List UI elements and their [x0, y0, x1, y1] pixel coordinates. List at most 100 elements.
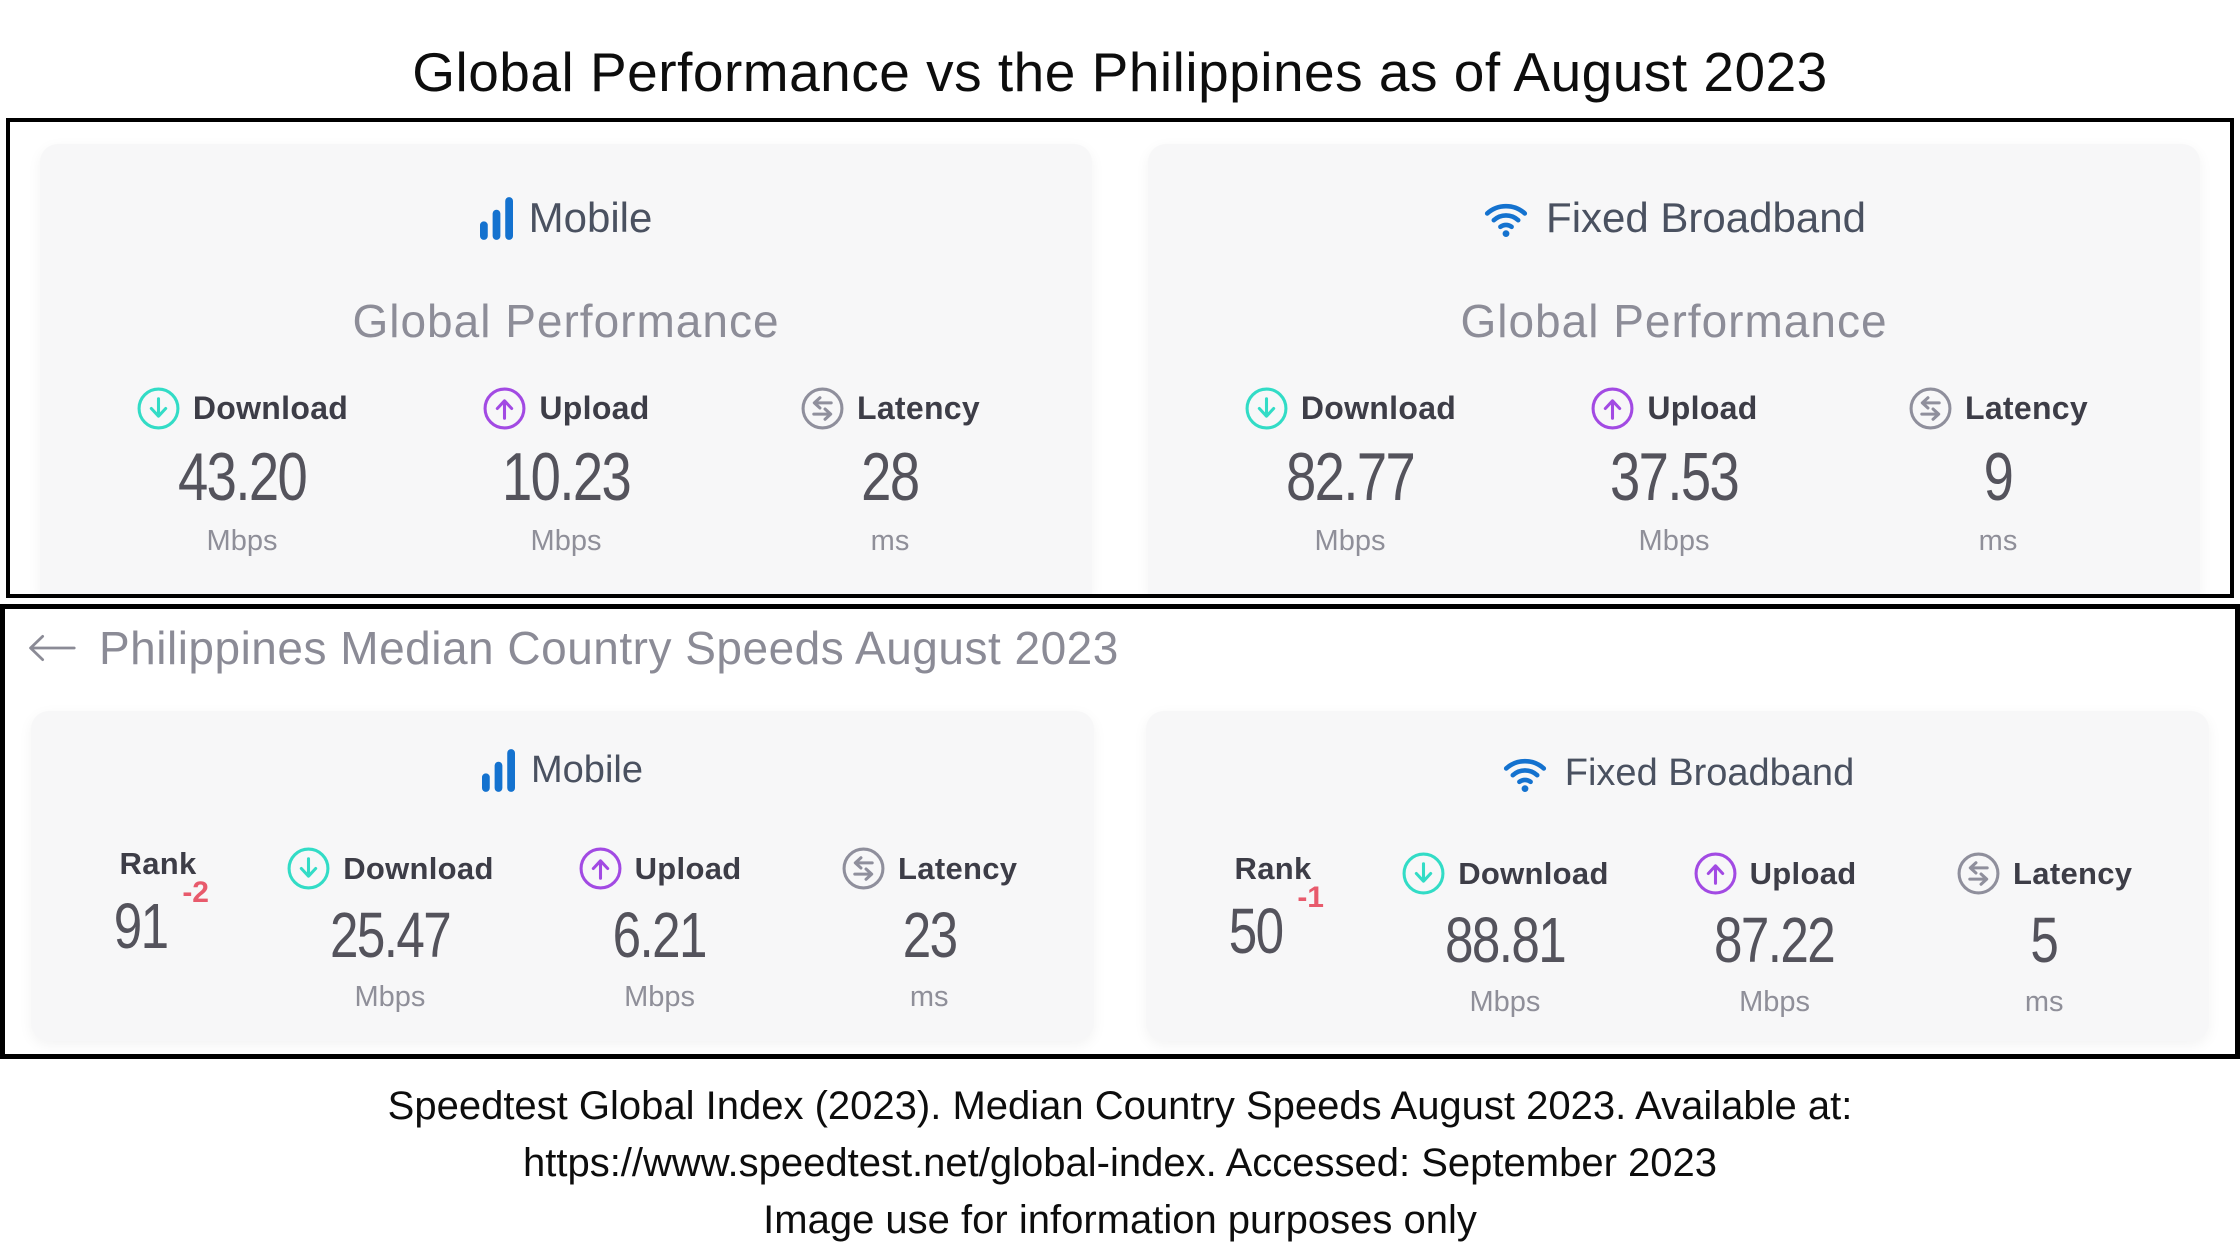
philippines-panel: Philippines Median Country Speeds August… — [0, 604, 2240, 1059]
upload-icon — [578, 846, 623, 891]
metric-value: 87.22 — [1714, 904, 1837, 976]
rank-change-badge: -2 — [182, 876, 209, 909]
download-icon — [1244, 386, 1289, 431]
metric-unit: Mbps — [206, 525, 278, 557]
metric-value: 28 — [861, 439, 920, 515]
rank-label: Rank — [119, 846, 197, 881]
metric-download: Download 88.81 Mbps — [1370, 851, 1640, 1019]
citation-line-1: Speedtest Global Index (2023). Median Co… — [387, 1084, 1853, 1128]
card-header: Fixed Broadband — [1146, 749, 2209, 797]
citation-line-2: https://www.speedtest.net/global-index. … — [522, 1140, 1718, 1185]
wifi-icon — [1482, 194, 1530, 242]
metric-unit: ms — [870, 525, 910, 557]
card-header: Mobile — [31, 749, 1094, 792]
metric-upload: Upload 10.23 Mbps — [404, 386, 728, 558]
global-performance-panel: Mobile Global Performance Download 43.20… — [6, 118, 2234, 598]
metric-label: Upload — [1749, 855, 1857, 891]
metric-value: 23 — [902, 899, 957, 971]
metric-label: Download — [192, 390, 349, 426]
metrics-row: Download 43.20 Mbps Upload 10.23 Mbps — [40, 386, 1092, 558]
metric-rank: Rank 50 -1 — [1176, 851, 1370, 1019]
latency-icon — [800, 386, 845, 431]
rank-label: Rank — [1234, 851, 1312, 886]
metric-label: Latency — [898, 850, 1018, 886]
metric-latency: Latency 5 ms — [1909, 851, 2179, 1019]
back-arrow-icon[interactable] — [25, 631, 77, 665]
metric-upload: Upload 37.53 Mbps — [1512, 386, 1836, 558]
rank-value: 91 — [113, 890, 169, 962]
metric-download: Download 43.20 Mbps — [80, 386, 404, 558]
metrics-row: Rank 91 -2 Download 25.47 Mbps — [31, 846, 1094, 1014]
upload-icon — [1693, 851, 1738, 896]
metric-label: Upload — [1647, 390, 1758, 426]
global-mobile-card: Mobile Global Performance Download 43.20… — [40, 144, 1092, 594]
metric-upload: Upload 6.21 Mbps — [525, 846, 795, 1014]
metric-latency: Latency 28 ms — [728, 386, 1052, 558]
metric-unit: Mbps — [354, 981, 426, 1013]
metric-value: 10.23 — [501, 439, 632, 515]
metric-unit: Mbps — [1314, 525, 1386, 557]
metric-label: Latency — [856, 390, 981, 426]
card-title: Mobile — [528, 194, 653, 241]
card-title: Fixed Broadband — [1564, 751, 1855, 794]
metrics-row: Rank 50 -1 Download 88.81 Mbps — [1146, 851, 2209, 1019]
metric-label: Download — [343, 850, 494, 886]
metric-value: 37.53 — [1609, 439, 1740, 515]
ph-mobile-card: Mobile Rank 91 -2 — [31, 711, 1094, 1041]
metric-unit: ms — [2024, 986, 2064, 1018]
metric-value: 25.47 — [329, 899, 452, 971]
metric-value: 5 — [2030, 904, 2059, 976]
download-icon — [136, 386, 181, 431]
metric-label: Upload — [539, 390, 650, 426]
metric-unit: Mbps — [1638, 525, 1710, 557]
upload-icon — [1590, 386, 1635, 431]
citation: Speedtest Global Index (2023). Median Co… — [0, 1078, 2240, 1248]
download-icon — [1401, 851, 1446, 896]
metric-value: 82.77 — [1285, 439, 1416, 515]
metric-label: Upload — [634, 850, 742, 886]
philippines-cards-row: Mobile Rank 91 -2 — [5, 711, 2235, 1041]
metric-latency: Latency 23 ms — [794, 846, 1064, 1014]
download-icon — [286, 846, 331, 891]
wifi-icon — [1501, 749, 1549, 797]
metric-value: 6.21 — [612, 899, 708, 971]
philippines-header-row: Philippines Median Country Speeds August… — [5, 609, 2235, 675]
metric-label: Download — [1300, 390, 1457, 426]
card-header: Fixed Broadband — [1148, 194, 2200, 242]
mobile-bars-icon — [482, 749, 515, 792]
metric-unit: ms — [909, 981, 949, 1013]
metric-unit: Mbps — [624, 981, 696, 1013]
rank-change-badge: -1 — [1297, 881, 1324, 914]
latency-icon — [1956, 851, 2001, 896]
upload-icon — [482, 386, 527, 431]
metric-unit: Mbps — [1739, 986, 1811, 1018]
philippines-header-title: Philippines Median Country Speeds August… — [99, 622, 1119, 674]
metric-upload: Upload 87.22 Mbps — [1640, 851, 1910, 1019]
metric-label: Download — [1458, 855, 1609, 891]
card-subtitle: Global Performance — [1460, 295, 1888, 347]
card-header: Mobile — [40, 194, 1092, 242]
metric-unit: ms — [1978, 525, 2018, 557]
rank-value: 50 — [1228, 895, 1284, 967]
ph-fixed-card: Fixed Broadband Rank 50 -1 — [1146, 711, 2209, 1041]
metric-label: Latency — [1964, 390, 2089, 426]
metric-unit: Mbps — [1469, 986, 1541, 1018]
metric-label: Latency — [2013, 855, 2133, 891]
mobile-bars-icon — [480, 197, 513, 240]
metric-value: 88.81 — [1444, 904, 1567, 976]
metric-value: 9 — [1983, 439, 2014, 515]
metric-value: 43.20 — [177, 439, 308, 515]
metric-latency: Latency 9 ms — [1836, 386, 2160, 558]
citation-line-3: Image use for information purposes only — [763, 1197, 1477, 1242]
page-title: Global Performance vs the Philippines as… — [412, 41, 1828, 103]
metric-download: Download 82.77 Mbps — [1188, 386, 1512, 558]
metrics-row: Download 82.77 Mbps Upload 37.53 Mbps — [1148, 386, 2200, 558]
card-title: Mobile — [531, 749, 643, 791]
metric-rank: Rank 91 -2 — [61, 846, 255, 1014]
card-subtitle: Global Performance — [352, 295, 780, 347]
metric-download: Download 25.47 Mbps — [255, 846, 525, 1014]
latency-icon — [1908, 386, 1953, 431]
global-fixed-card: Fixed Broadband Global Performance Downl… — [1148, 144, 2200, 594]
latency-icon — [841, 846, 886, 891]
